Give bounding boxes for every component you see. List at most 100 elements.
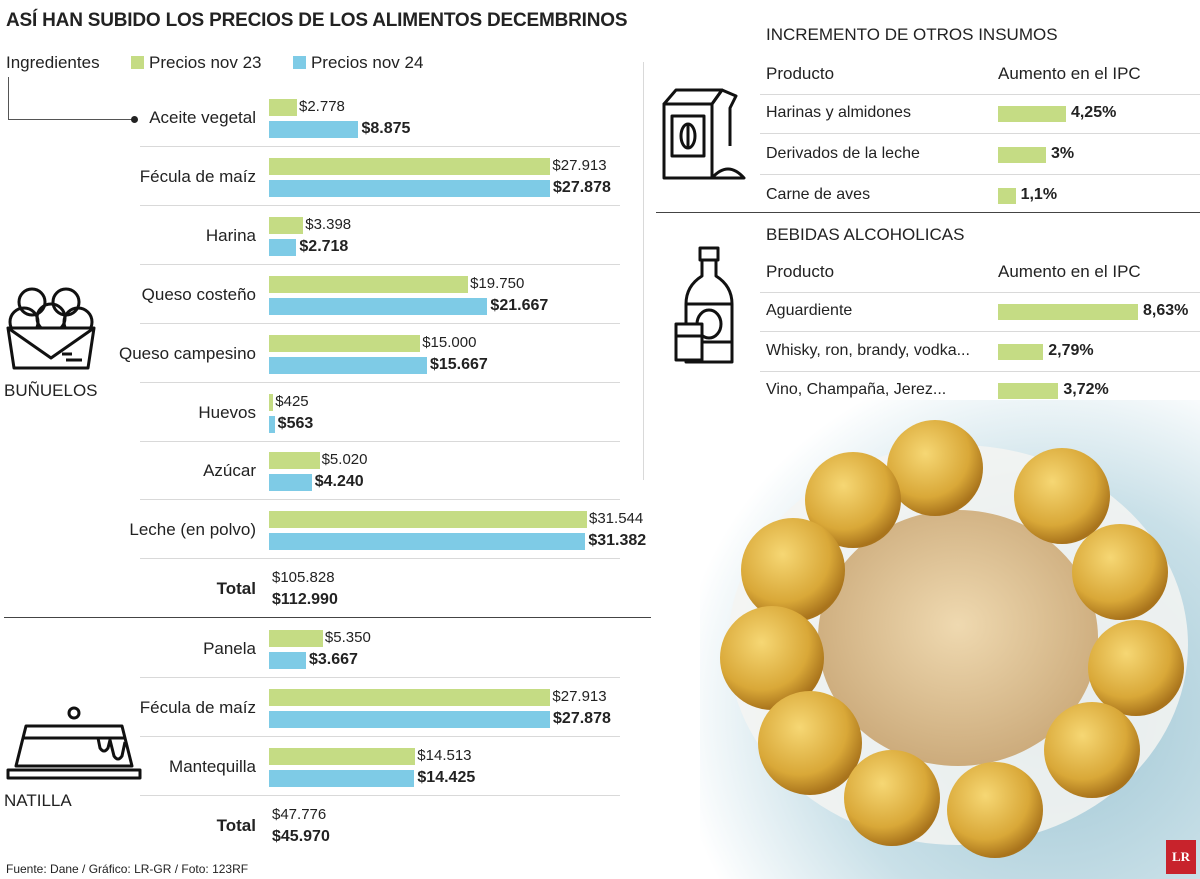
ipc-row-divider: [760, 174, 1200, 175]
table-title: BEBIDAS ALCOHOLICAS: [766, 225, 965, 244]
bar-nov24: [269, 769, 415, 787]
legend-connector-vertical: [8, 77, 9, 119]
ipc-category-label: Harinas y almidones: [766, 104, 911, 121]
value-label-nov23: $5.350: [324, 629, 371, 646]
bar-nov24: [269, 179, 551, 197]
bar-nov23: [269, 99, 297, 116]
bar-nov23: [269, 275, 469, 293]
value-label-nov24: $4.240: [314, 473, 364, 491]
ipc-row-divider: [760, 133, 1200, 134]
category-label: Queso campesino: [118, 343, 256, 363]
ipc-value-label: 3%: [1050, 145, 1075, 162]
ipc-category-label: Aguardiente: [766, 302, 853, 319]
category-label: Leche (en polvo): [129, 520, 256, 540]
category-label: Queso costeño: [141, 284, 256, 304]
total-value-nov24: $45.970: [272, 827, 330, 845]
bar-nov23: [269, 747, 416, 765]
value-label-nov24: $31.382: [588, 532, 647, 550]
legend-connector-horizontal: [8, 119, 134, 120]
natilla-dish-icon: [6, 706, 142, 780]
flour-bag-icon: [662, 88, 746, 180]
value-label-nov23: $3.398: [305, 215, 352, 233]
value-label-nov24: $15.667: [429, 355, 488, 373]
ipc-category-label: Whisky, ron, brandy, vodka...: [766, 341, 970, 359]
header-divider: [760, 94, 1200, 95]
value-label-nov24: $27.878: [553, 178, 611, 196]
table-title: INCREMENTO DE OTROS INSUMOS: [766, 25, 1058, 44]
bar-nov23: [269, 157, 551, 175]
value-label-nov23: $5.020: [321, 451, 368, 469]
total-value-nov23: $47.776: [272, 805, 327, 823]
row-divider: [140, 794, 620, 796]
ipc-row-divider: [760, 331, 1200, 332]
value-label-nov23: $27.913: [552, 687, 607, 705]
category-label: Harina: [205, 225, 256, 245]
header-ipc: Aumento en el IPC: [998, 262, 1141, 281]
category-label: Aceite vegetal: [149, 108, 256, 127]
bar-nov23: [269, 511, 587, 529]
row-divider: [140, 146, 620, 147]
row-divider: [140, 263, 620, 265]
value-label-nov23: $19.750: [470, 274, 525, 292]
source-note: Fuente: Dane / Gráfico: LR-GR / Foto: 12…: [6, 862, 249, 876]
bar-nov23: [269, 334, 421, 352]
bar-nov24: [269, 710, 551, 728]
header-divider: [760, 292, 1200, 293]
ipc-value-label: 2,79%: [1048, 341, 1094, 359]
row-divider: [140, 677, 620, 678]
ipc-category-label: Derivados de la leche: [766, 145, 920, 162]
value-label-nov24: $8.875: [361, 120, 411, 137]
header-ipc: Aumento en el IPC: [998, 64, 1141, 83]
liquor-bottle-icon: [674, 246, 734, 364]
row-divider: [140, 499, 620, 501]
row-divider: [140, 735, 620, 737]
header-product: Producto: [766, 64, 835, 83]
category-label: Fécula de maíz: [139, 697, 256, 717]
lr-logo: LR: [1166, 840, 1196, 874]
bunuelos-natilla-photo: [700, 400, 1200, 879]
total-label: Total: [216, 579, 256, 599]
bar-nov23: [269, 393, 274, 411]
bar-nov24: [269, 356, 427, 374]
category-label: Azúcar: [203, 461, 256, 481]
value-label-nov23: $15.000: [422, 333, 477, 351]
ipc-bar: [998, 343, 1044, 360]
value-label-nov23: $31.544: [589, 510, 644, 528]
value-label-nov24: $14.425: [417, 768, 476, 786]
value-label-nov24: $3.667: [308, 651, 358, 668]
column-divider: [643, 62, 644, 480]
legend-swatch-nov23: [131, 56, 145, 69]
bar-nov23: [269, 216, 304, 234]
value-label-nov23: $2.778: [299, 98, 345, 115]
row-divider: [140, 381, 620, 383]
ipc-row-divider: [760, 370, 1200, 372]
value-label-nov23: $14.513: [417, 746, 472, 764]
bunuelos-basket-icon: [6, 287, 96, 370]
ipc-bar: [998, 147, 1046, 163]
value-label-nov23: $27.913: [552, 156, 607, 174]
bar-nov24: [269, 297, 488, 315]
category-label: Panela: [203, 639, 256, 658]
bar-nov23: [269, 688, 551, 706]
section-label-bunuelos: BUÑUELOS: [4, 381, 98, 400]
category-label: Mantequilla: [169, 756, 256, 776]
legend-swatch-nov24: [292, 56, 306, 69]
value-label-nov24: $2.718: [299, 237, 349, 255]
bar-nov24: [269, 533, 586, 551]
ipc-value-label: 1,1%: [1020, 186, 1058, 203]
bar-nov24: [269, 415, 275, 433]
value-label-nov24: $27.878: [553, 709, 611, 727]
category-label: Huevos: [198, 402, 256, 422]
row-divider: [140, 440, 620, 442]
legend-ingredients: Ingredientes: [6, 53, 100, 72]
row-divider: [140, 322, 620, 324]
ipc-bar: [998, 106, 1066, 122]
bar-nov24: [269, 474, 312, 492]
legend-nov23: Precios nov 23: [149, 53, 262, 72]
value-label-nov24: $563: [277, 414, 314, 432]
ipc-bar: [998, 383, 1059, 399]
page-title: ASÍ HAN SUBIDO LOS PRECIOS DE LOS ALIMEN…: [6, 10, 628, 31]
legend-nov24: Precios nov 24: [310, 53, 424, 72]
total-label: Total: [216, 815, 256, 835]
bar-nov24: [269, 652, 306, 669]
